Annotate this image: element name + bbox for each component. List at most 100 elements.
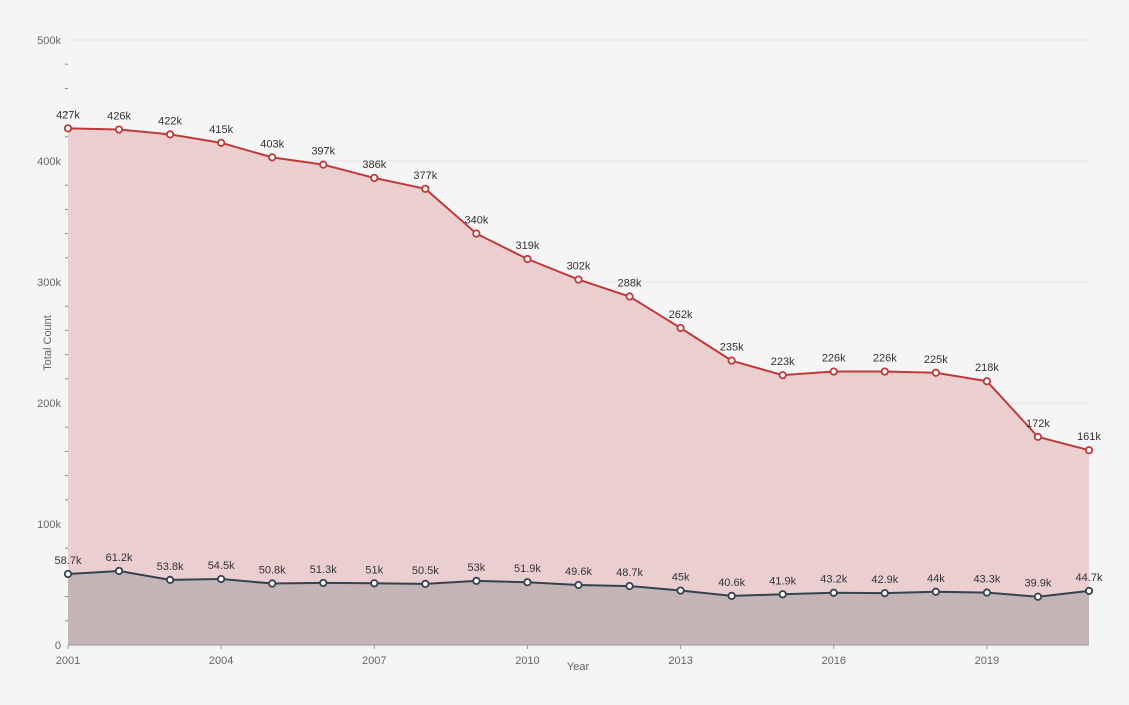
data-point — [931, 587, 940, 596]
data-point — [574, 275, 583, 284]
data-point — [63, 124, 73, 133]
data-point — [217, 138, 226, 147]
data-point — [63, 569, 73, 579]
data-label: 422k — [158, 115, 182, 127]
data-label: 44.7k — [1076, 572, 1103, 584]
data-label: 225k — [924, 354, 948, 366]
data-point — [421, 579, 430, 588]
data-label: 226k — [822, 353, 846, 365]
area-series-2 — [68, 570, 1089, 645]
data-point — [829, 367, 838, 376]
area-series-1 — [68, 128, 1089, 645]
x-tick-label: 2001 — [56, 655, 80, 667]
data-point — [523, 578, 532, 587]
data-label: 58.7k — [55, 555, 82, 567]
data-point — [676, 586, 685, 595]
data-label: 223k — [771, 356, 795, 368]
x-axis-label: Year — [567, 661, 590, 673]
data-point — [268, 579, 277, 588]
data-label: 49.6k — [565, 566, 592, 578]
data-point — [319, 578, 328, 588]
data-label: 51.9k — [514, 563, 541, 575]
data-label: 397k — [311, 146, 335, 158]
x-tick-label: 2010 — [515, 655, 539, 667]
data-point — [523, 254, 532, 264]
data-label: 48.7k — [616, 567, 643, 579]
data-point — [982, 377, 992, 386]
data-label: 386k — [362, 159, 386, 171]
data-point — [1084, 446, 1094, 455]
axes: 0 100k 200k 300k 400k 500k 2001 2004 2007 2010 201… — [37, 35, 1089, 667]
data-point — [1033, 432, 1043, 441]
data-label: 288k — [618, 278, 642, 290]
data-point — [370, 173, 379, 183]
data-point — [880, 588, 889, 598]
y-tick-label: 200k — [37, 398, 61, 410]
data-label: 40.6k — [718, 577, 745, 589]
data-point — [727, 591, 736, 600]
data-label: 161k — [1077, 431, 1101, 443]
data-label: 45k — [672, 572, 690, 584]
data-label: 43.2k — [820, 574, 847, 586]
x-tick-label: 2019 — [975, 655, 999, 667]
data-label: 53.8k — [157, 561, 184, 573]
data-point — [574, 580, 583, 590]
data-point — [166, 575, 175, 585]
data-point — [727, 356, 736, 365]
data-point — [625, 581, 634, 591]
x-tick-label: 2007 — [362, 655, 386, 667]
data-label: 218k — [975, 362, 999, 374]
data-label: 50.5k — [412, 565, 439, 577]
data-label: 53k — [468, 562, 486, 574]
data-label: 340k — [464, 215, 488, 227]
data-label: 427k — [56, 109, 80, 121]
data-point — [778, 371, 787, 380]
data-label: 377k — [413, 170, 437, 182]
data-point — [472, 229, 481, 238]
data-label: 41.9k — [769, 575, 796, 587]
data-label: 61.2k — [106, 552, 133, 564]
data-label: 51k — [365, 564, 383, 576]
data-point — [778, 590, 787, 599]
data-point — [217, 574, 226, 584]
data-label: 42.9k — [871, 574, 898, 586]
data-point — [370, 579, 379, 588]
data-label: 415k — [209, 124, 233, 136]
data-point — [1084, 586, 1094, 596]
data-point — [1033, 592, 1043, 601]
y-tick-label: 400k — [37, 156, 61, 168]
data-point — [829, 588, 838, 597]
data-point — [114, 125, 124, 134]
data-point — [319, 160, 328, 169]
data-point — [166, 130, 175, 139]
series-marks: 427k 426k 422k 415k 403k 397k 386k 377k 340k 319k… — [55, 109, 1103, 601]
data-label: 319k — [516, 240, 540, 252]
data-point — [268, 153, 277, 162]
data-point — [931, 368, 940, 377]
y-tick-label: 500k — [37, 35, 61, 47]
data-label: 54.5k — [208, 560, 235, 572]
series-areas — [68, 128, 1089, 645]
data-label: 50.8k — [259, 565, 286, 577]
data-label: 262k — [669, 309, 693, 321]
data-label: 226k — [873, 353, 897, 365]
data-point — [676, 323, 685, 333]
y-tick-label: 100k — [37, 519, 61, 531]
y-tick-label: 300k — [37, 277, 61, 289]
data-label: 44k — [927, 573, 945, 585]
data-point — [982, 588, 992, 597]
data-label: 43.3k — [973, 574, 1000, 586]
y-tick-label: 0 — [55, 640, 61, 652]
x-tick-label: 2013 — [668, 655, 692, 667]
data-point — [625, 292, 634, 301]
x-tick-label: 2016 — [822, 655, 846, 667]
data-label: 403k — [260, 138, 284, 150]
data-label: 302k — [567, 261, 591, 273]
data-label: 426k — [107, 111, 131, 123]
data-point — [421, 184, 430, 193]
data-label: 172k — [1026, 418, 1050, 430]
x-tick-label: 2004 — [209, 655, 233, 667]
y-axis-label: Total Count — [42, 315, 54, 371]
data-point — [472, 576, 481, 585]
